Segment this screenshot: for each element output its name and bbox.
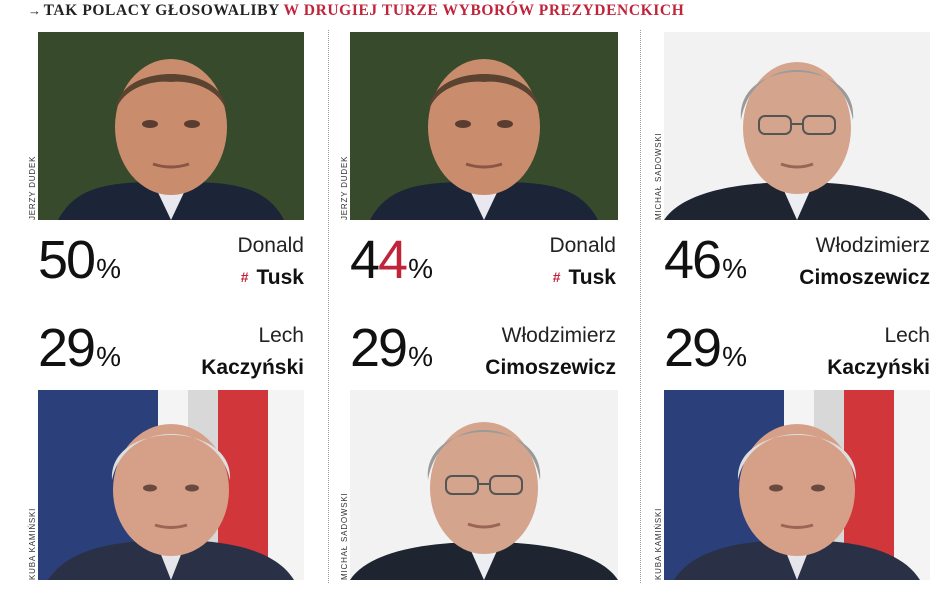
column-divider <box>640 30 641 583</box>
percent-value: 29% <box>664 318 747 378</box>
candidate-photo-cimoszewicz <box>350 390 618 580</box>
candidate-photo-tusk <box>350 32 618 220</box>
photo-credit: KUBA KAMIŃSKI <box>28 507 37 580</box>
candidate-last-name: # Tusk <box>240 266 304 289</box>
header-prefix: TAK POLACY GŁOSOWALIBY <box>43 2 280 19</box>
candidate-first-name: Donald <box>549 234 616 257</box>
photo-credit: MICHAŁ SADOWSKI <box>340 492 349 580</box>
photo-credit: JERZY DUDEK <box>28 155 37 220</box>
candidate-photo-kaczynski <box>38 390 304 580</box>
percent-value: 50% <box>38 230 121 290</box>
percent-value: 29% <box>350 318 433 378</box>
photo-credit: KUBA KAMIŃSKI <box>654 507 663 580</box>
candidate-photo-cimoszewicz <box>664 32 930 220</box>
percent-value: 46% <box>664 230 747 290</box>
hash-icon: # <box>240 269 249 285</box>
candidate-first-name: Włodzimierz <box>501 324 616 347</box>
candidate-photo-tusk <box>38 32 304 220</box>
hash-icon: # <box>552 269 561 285</box>
candidate-first-name: Donald <box>237 234 304 257</box>
candidate-last-name: Kaczyński <box>201 356 304 379</box>
candidate-last-name: # Tusk <box>552 266 616 289</box>
candidate-first-name: Lech <box>258 324 304 347</box>
candidate-first-name: Włodzimierz <box>815 234 930 257</box>
photo-credit: JERZY DUDEK <box>340 155 349 220</box>
infographic-header: → TAK POLACY GŁOSOWALIBY W DRUGIEJ TURZE … <box>28 2 684 24</box>
candidate-photo-kaczynski <box>664 390 930 580</box>
candidate-last-name: Cimoszewicz <box>485 356 616 379</box>
candidate-last-name: Cimoszewicz <box>799 266 930 289</box>
header-highlight: W DRUGIEJ TURZE WYBORÓW PREZYDENCKICH <box>283 2 685 19</box>
percent-value: 44% <box>350 230 433 290</box>
arrow-icon: → <box>28 3 42 18</box>
photo-credit: MICHAŁ SADOWSKI <box>654 132 663 220</box>
candidate-first-name: Lech <box>884 324 930 347</box>
percent-value: 29% <box>38 318 121 378</box>
candidate-last-name: Kaczyński <box>827 356 930 379</box>
column-divider <box>328 30 329 583</box>
